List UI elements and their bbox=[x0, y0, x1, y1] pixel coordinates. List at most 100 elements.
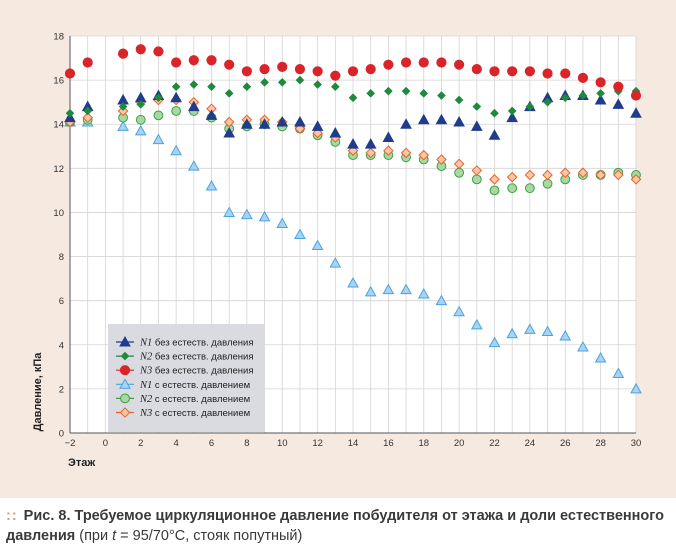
legend-label: N3 с естеств. давлением bbox=[139, 408, 250, 419]
data-point bbox=[206, 55, 217, 66]
data-point bbox=[417, 288, 430, 299]
x-tick-label: 10 bbox=[277, 438, 288, 449]
data-point bbox=[470, 120, 483, 131]
data-point bbox=[630, 174, 642, 185]
data-point bbox=[330, 70, 341, 81]
data-point bbox=[258, 210, 271, 222]
y-tick-label: 0 bbox=[59, 429, 64, 440]
data-point bbox=[472, 102, 482, 111]
data-point bbox=[347, 66, 359, 77]
data-point bbox=[506, 327, 519, 339]
legend-entry: N1 с естеств. давлением bbox=[116, 378, 250, 391]
data-point bbox=[331, 82, 340, 92]
y-tick-label: 16 bbox=[53, 76, 64, 87]
data-point bbox=[64, 68, 76, 79]
data-point bbox=[117, 120, 129, 131]
data-point bbox=[578, 91, 588, 100]
pressure-chart: −2 0 2 4 6 8 10 12 14 16 18 20 22 24 26 28 3002468101214… bbox=[32, 32, 642, 469]
data-point bbox=[437, 91, 446, 100]
data-point bbox=[471, 165, 483, 176]
data-point bbox=[135, 114, 146, 125]
legend-entry: N3 без естеств. давления bbox=[116, 365, 253, 377]
legend-label: N1 без естеств. давления bbox=[139, 338, 253, 349]
data-point bbox=[630, 90, 642, 101]
y-axis-label: Давление, кПа bbox=[32, 352, 44, 432]
data-point bbox=[559, 167, 571, 179]
data-point bbox=[277, 78, 287, 87]
data-point bbox=[382, 283, 395, 295]
data-point bbox=[383, 145, 394, 156]
data-point bbox=[542, 178, 553, 189]
data-point bbox=[136, 100, 146, 109]
data-point bbox=[382, 131, 395, 142]
caption-marker: :: bbox=[6, 508, 18, 524]
data-point bbox=[436, 57, 447, 68]
data-point bbox=[347, 276, 359, 288]
data-point bbox=[364, 138, 377, 149]
data-point bbox=[506, 171, 518, 183]
data-point bbox=[384, 86, 393, 96]
data-point bbox=[507, 106, 517, 116]
data-point bbox=[223, 127, 236, 138]
data-point bbox=[560, 68, 571, 79]
x-tick-label: 8 bbox=[244, 438, 249, 449]
data-point bbox=[329, 127, 342, 138]
legend-marker bbox=[119, 378, 131, 389]
data-point bbox=[117, 48, 129, 59]
y-tick-label: 8 bbox=[59, 252, 64, 263]
data-point bbox=[471, 174, 482, 185]
x-tick-label: 28 bbox=[595, 438, 606, 449]
data-point bbox=[241, 118, 253, 129]
data-point bbox=[170, 91, 182, 103]
data-point bbox=[365, 147, 376, 159]
data-point bbox=[134, 124, 147, 136]
data-point bbox=[630, 382, 642, 394]
data-point bbox=[453, 115, 465, 127]
data-point bbox=[507, 66, 518, 77]
legend-label: N1 с естеств. давлением bbox=[139, 380, 250, 391]
data-point bbox=[154, 93, 163, 103]
legend-label: N3 без естеств. давления bbox=[139, 366, 253, 377]
x-tick-label: 18 bbox=[418, 438, 429, 449]
y-tick-label: 18 bbox=[53, 32, 64, 43]
data-point bbox=[525, 102, 535, 111]
data-point bbox=[82, 112, 93, 123]
data-point bbox=[419, 89, 429, 98]
data-point bbox=[541, 325, 554, 337]
caption-note-variable: t bbox=[112, 528, 117, 544]
data-point bbox=[596, 89, 605, 98]
data-point bbox=[560, 93, 570, 103]
data-point bbox=[543, 97, 552, 107]
data-point bbox=[82, 57, 93, 68]
data-point bbox=[400, 57, 412, 68]
data-point bbox=[418, 57, 429, 68]
x-tick-label: 24 bbox=[525, 438, 536, 449]
data-point bbox=[613, 81, 624, 92]
data-marks bbox=[64, 44, 642, 394]
data-point bbox=[311, 120, 324, 131]
data-point bbox=[489, 185, 500, 196]
data-point bbox=[294, 115, 306, 127]
data-point bbox=[577, 72, 589, 84]
data-point bbox=[294, 228, 306, 239]
x-tick-label: 20 bbox=[454, 438, 465, 449]
data-point bbox=[612, 367, 625, 378]
chart-panel: −2 0 2 4 6 8 10 12 14 16 18 20 22 24 26 28 30 0 2 4 6 8 10 12 14… bbox=[0, 0, 676, 498]
data-point bbox=[489, 66, 500, 77]
data-point bbox=[187, 160, 200, 171]
data-point bbox=[329, 257, 342, 268]
data-point bbox=[383, 59, 394, 70]
x-tick-label: 2 bbox=[138, 438, 143, 449]
data-point bbox=[400, 118, 412, 129]
data-point bbox=[189, 80, 199, 89]
x-tick-label: 16 bbox=[383, 438, 394, 449]
legend-marker bbox=[119, 335, 131, 347]
data-point bbox=[524, 323, 536, 334]
legend-label: N2 без естеств. давления bbox=[139, 352, 253, 363]
y-tick-label: 14 bbox=[53, 120, 64, 131]
data-point bbox=[454, 59, 465, 70]
legend-label: N2 с естеств. давлением bbox=[139, 394, 250, 405]
data-point bbox=[258, 118, 271, 129]
legend-entry: N3 с естеств. давлением bbox=[116, 407, 250, 419]
legend: N1 без естеств. давления N2 без естеств. … bbox=[108, 324, 264, 432]
